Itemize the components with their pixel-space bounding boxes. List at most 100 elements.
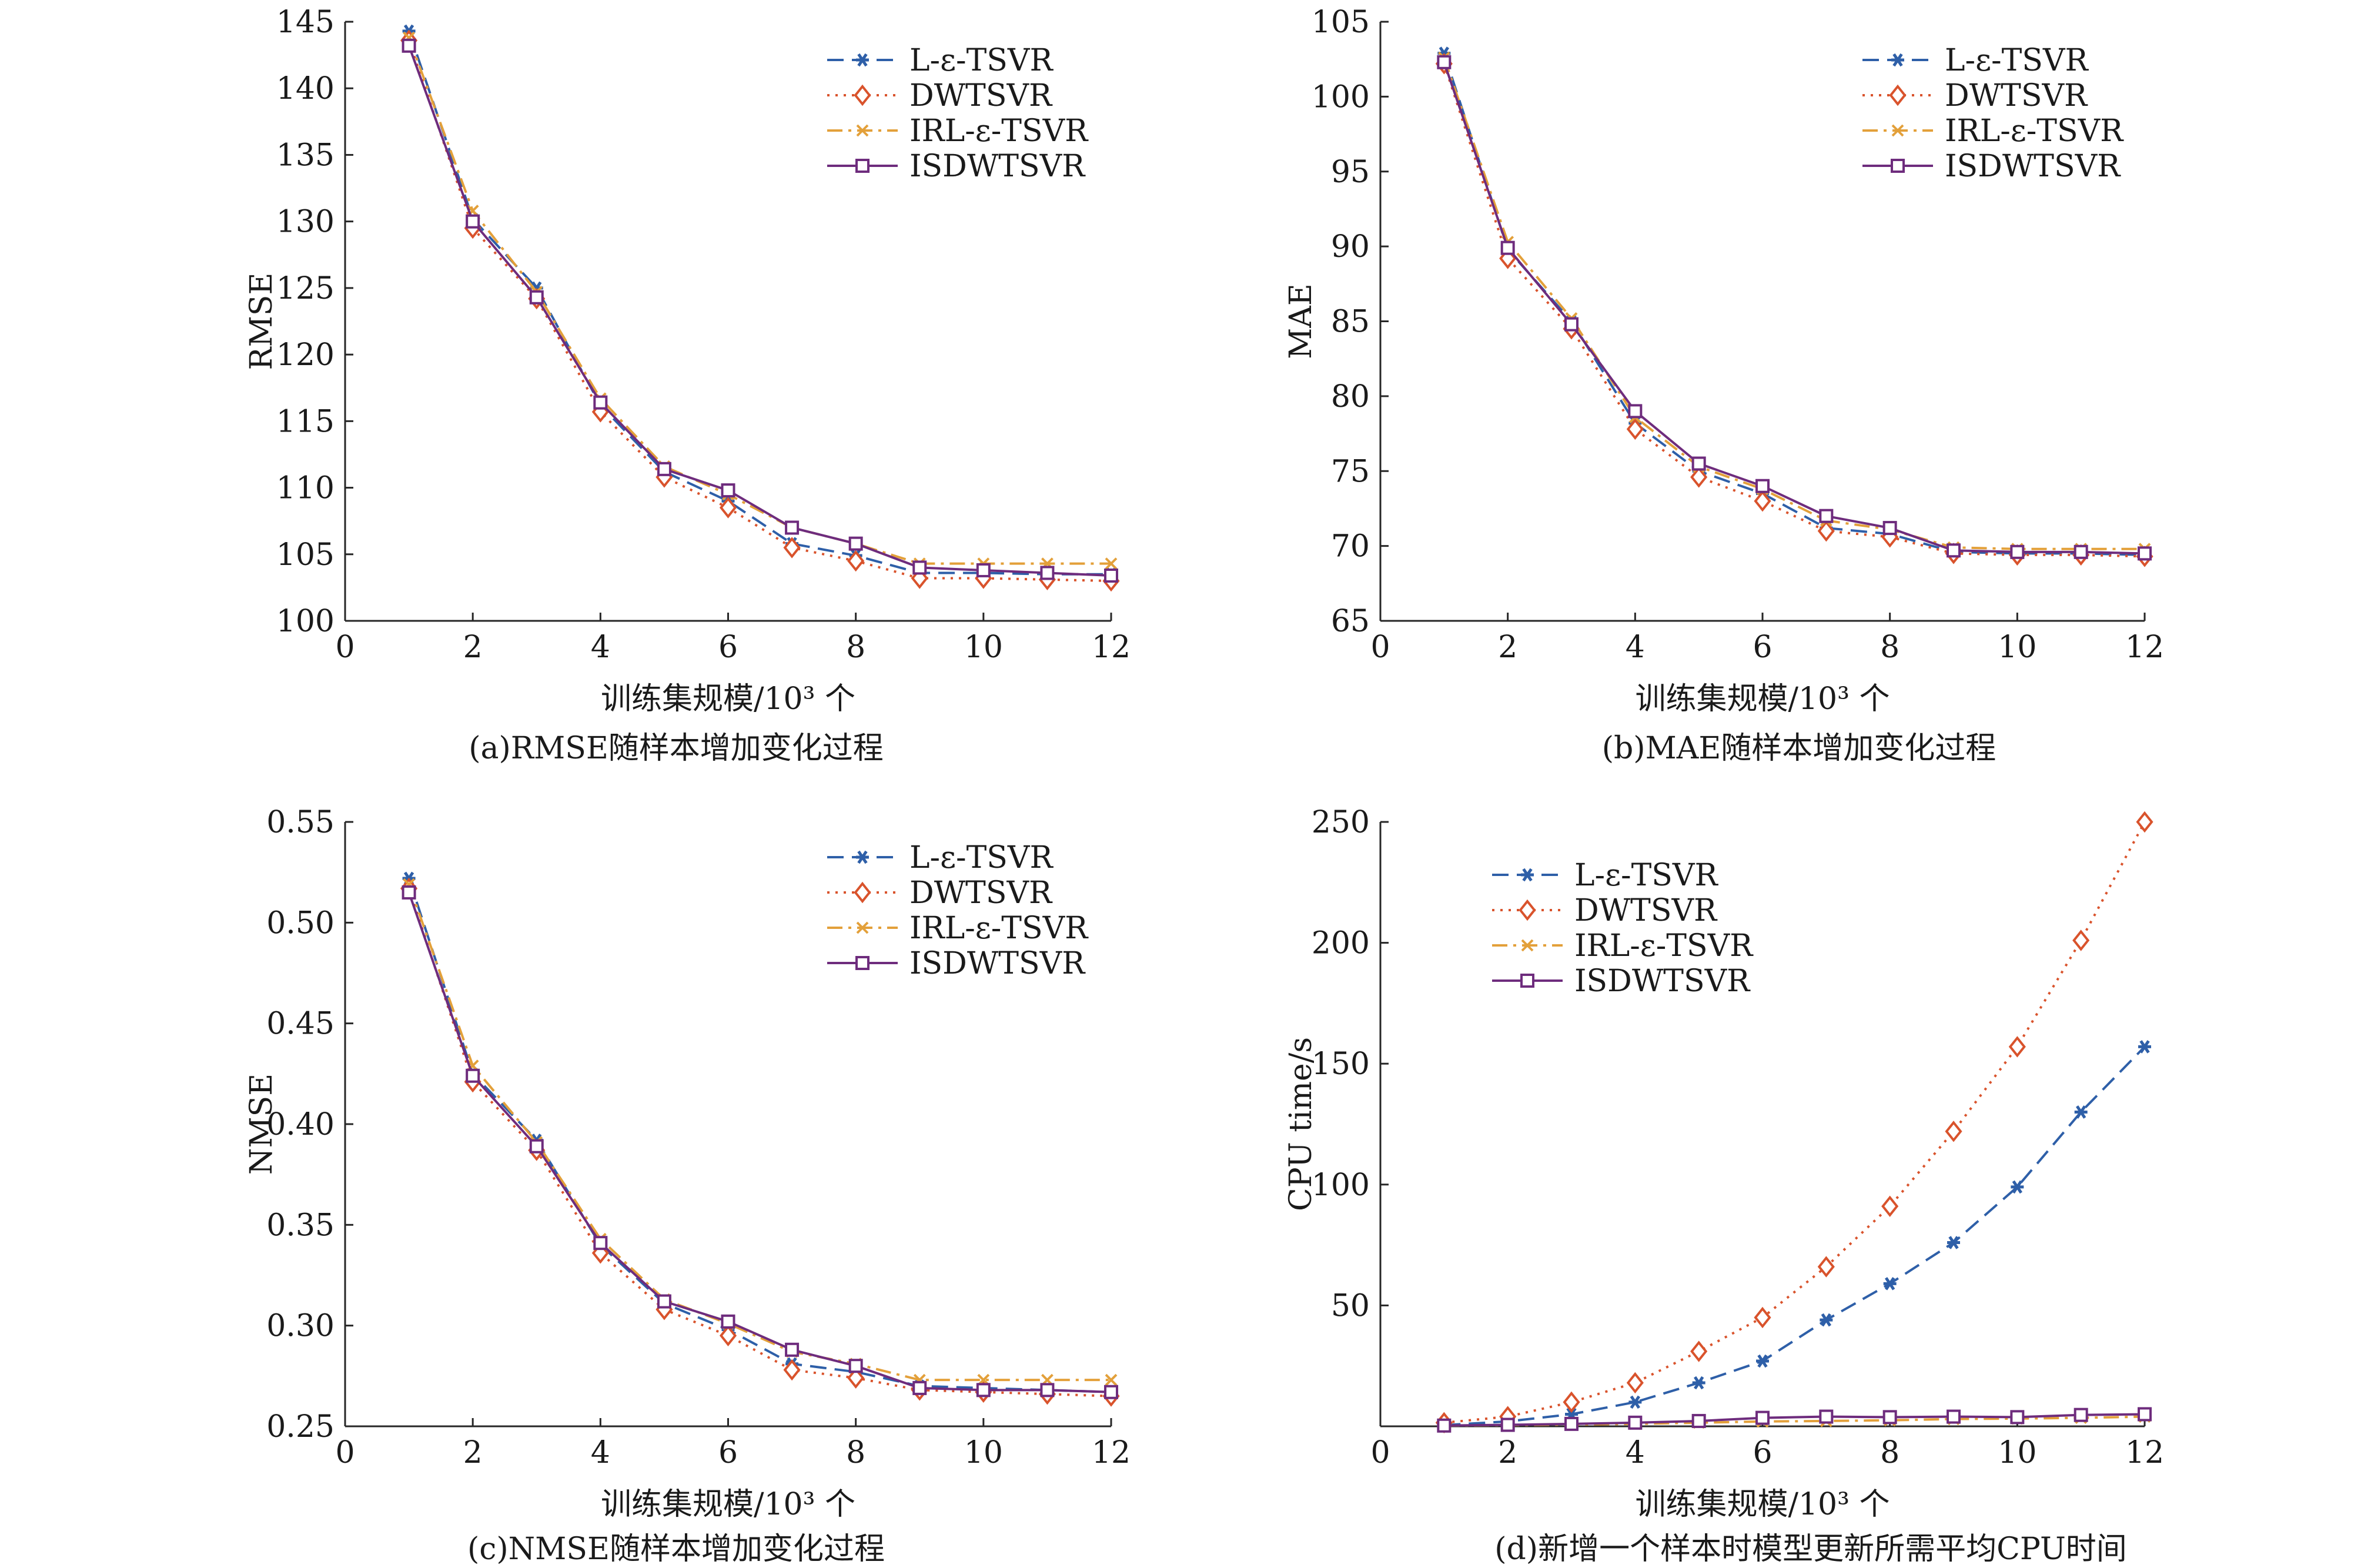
legend-label: ISDWTSVR [909, 149, 1086, 184]
y-tick-label: 100 [276, 604, 335, 639]
marker-diamond [1881, 1195, 1899, 1218]
x-tick-label: 10 [964, 1435, 1003, 1470]
series-line [1443, 62, 2145, 555]
legend-label: IRL-ε-TSVR [1945, 113, 2124, 149]
marker-square [466, 1068, 480, 1083]
marker-square [721, 1314, 735, 1329]
x-tick-label: 10 [1998, 630, 2036, 665]
x-tick-label: 6 [1753, 630, 1772, 665]
marker-diamond [2136, 811, 2153, 833]
series-2 [1437, 1410, 2151, 1432]
y-tick-label: 250 [1312, 805, 1370, 840]
marker-square [466, 214, 480, 229]
legend-label: DWTSVR [909, 78, 1053, 113]
marker-square [1947, 543, 1961, 558]
marker-square [1437, 1418, 1452, 1433]
marker-diamond [2008, 1036, 2026, 1058]
marker-diamond [1889, 84, 1907, 106]
marker-asterisk [1628, 1395, 1642, 1409]
marker-diamond [1626, 418, 1644, 440]
y-tick-label: 145 [276, 5, 335, 40]
legend-label: ISDWTSVR [909, 946, 1086, 981]
y-axis-label: MAE [1283, 283, 1319, 359]
series-1 [1435, 811, 2153, 1434]
y-tick-label: 0.40 [266, 1107, 335, 1142]
chart-panel-a: 0 2 4 6 8 10 12 100 105 110 115 120 125 130 135 140 145 训… [244, 5, 1131, 717]
marker-square [1500, 240, 1515, 255]
legend-label: L-ε-TSVR [909, 43, 1054, 78]
x-tick-label: 6 [1753, 1435, 1772, 1470]
marker-diamond [1817, 520, 1835, 542]
series-line [1444, 1046, 2146, 1426]
marker-square [1882, 521, 1897, 536]
marker-asterisk [2011, 1180, 2024, 1194]
x-tick-label: 4 [591, 1435, 610, 1470]
marker-diamond [1563, 1391, 1580, 1413]
marker-square [2010, 1410, 2025, 1425]
marker-square [1755, 1410, 1770, 1425]
marker-square [1104, 569, 1118, 583]
marker-square [1500, 1417, 1515, 1432]
marker-square [785, 1342, 800, 1357]
marker-asterisk [1521, 868, 1534, 882]
marker-square [1891, 159, 1905, 173]
marker-square [1104, 1385, 1118, 1399]
series-line [1444, 821, 2146, 1424]
series-3 [402, 885, 1118, 1399]
marker-asterisk [2074, 1105, 2088, 1119]
x-tick-label: 0 [1370, 630, 1390, 665]
marker-diamond [1690, 466, 1708, 488]
y-tick-label: 135 [276, 138, 335, 173]
marker-diamond [847, 1367, 865, 1389]
y-tick-label: 130 [276, 205, 335, 240]
marker-asterisk [856, 850, 869, 864]
series-0 [1437, 1040, 2151, 1432]
marker-square [2010, 544, 2025, 559]
caption-a: (a)RMSE随样本增加变化过程 [469, 731, 884, 766]
x-tick-label: 12 [1092, 630, 1131, 665]
x-tick-label: 8 [846, 630, 865, 665]
marker-diamond [1519, 899, 1536, 921]
marker-square [657, 462, 671, 476]
marker-square [1628, 404, 1643, 419]
y-tick-label: 0.55 [266, 805, 335, 840]
marker-square [855, 159, 870, 173]
marker-square [1040, 566, 1055, 580]
y-tick-label: 0.25 [266, 1409, 335, 1445]
x-axis-label: 训练集规模/10³ 个 [1635, 1487, 1890, 1522]
marker-square [1520, 974, 1534, 988]
marker-square [402, 885, 416, 900]
y-tick-label: 0.45 [266, 1007, 335, 1042]
marker-square [848, 1359, 863, 1373]
y-tick-label: 65 [1331, 604, 1370, 639]
y-tick-label: 75 [1331, 454, 1370, 489]
y-tick-label: 105 [1312, 5, 1370, 40]
series-line [407, 45, 1112, 577]
marker-diamond [719, 1325, 737, 1347]
marker-square [1628, 1415, 1643, 1430]
x-tick-label: 12 [2125, 630, 2164, 665]
marker-square [657, 1294, 671, 1309]
y-axis-label: CPU time/s [1283, 1037, 1319, 1211]
legend-label: ISDWTSVR [1945, 149, 2121, 184]
marker-diamond [2072, 930, 2090, 951]
x-tick-label: 6 [718, 1435, 738, 1470]
x-tick-label: 8 [1880, 1435, 1899, 1470]
marker-square [912, 560, 927, 575]
marker-diamond [1754, 1306, 1771, 1329]
x-tick-label: 6 [718, 630, 738, 665]
marker-square [976, 563, 991, 577]
y-tick-label: 105 [276, 537, 335, 573]
legend-label: ISDWTSVR [1574, 964, 1751, 999]
caption-b: (b)MAE随样本增加变化过程 [1601, 731, 1997, 766]
y-tick-label: 150 [1312, 1047, 1370, 1082]
marker-x [1891, 124, 1904, 137]
chart-panel-b: 0 2 4 6 8 10 12 65 70 75 80 85 90 95 100 105 训练集规模/10³ 个… [1283, 5, 2164, 717]
marker-diamond [783, 1359, 801, 1381]
marker-diamond [1817, 1256, 1835, 1278]
marker-square [2138, 1407, 2152, 1422]
y-tick-label: 50 [1331, 1288, 1370, 1323]
